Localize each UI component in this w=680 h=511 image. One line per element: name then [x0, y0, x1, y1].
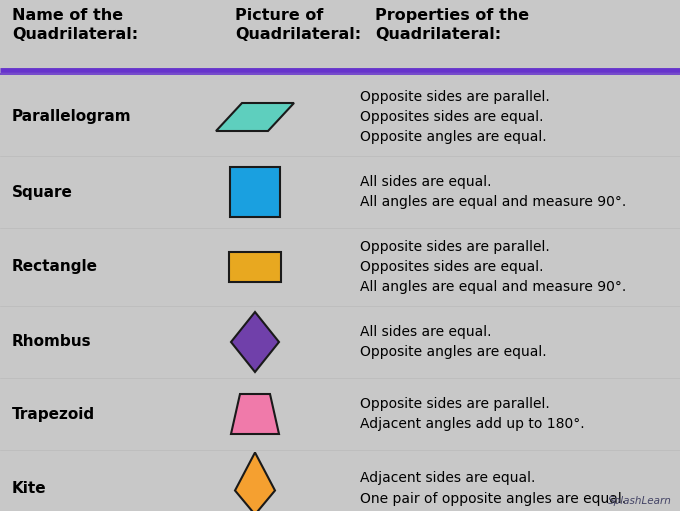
- Polygon shape: [231, 312, 279, 372]
- Text: Opposite sides are parallel.
Opposites sides are equal.
Opposite angles are equa: Opposite sides are parallel. Opposites s…: [360, 90, 549, 144]
- Text: Name of the
Quadrilateral:: Name of the Quadrilateral:: [12, 8, 138, 41]
- Text: Rectangle: Rectangle: [12, 260, 98, 274]
- Text: Adjacent sides are equal.
One pair of opposite angles are equal.: Adjacent sides are equal. One pair of op…: [360, 472, 626, 505]
- Polygon shape: [235, 453, 275, 511]
- Text: Opposite sides are parallel.
Adjacent angles add up to 180°.: Opposite sides are parallel. Adjacent an…: [360, 397, 585, 431]
- Polygon shape: [231, 394, 279, 434]
- Bar: [230, 167, 280, 217]
- Bar: [229, 252, 281, 282]
- Text: Picture of
Quadrilateral:: Picture of Quadrilateral:: [235, 8, 361, 41]
- Text: Kite: Kite: [12, 481, 47, 496]
- Polygon shape: [216, 103, 294, 131]
- Text: Properties of the
Quadrilateral:: Properties of the Quadrilateral:: [375, 8, 529, 41]
- Text: Parallelogram: Parallelogram: [12, 109, 132, 125]
- Text: SplashLearn: SplashLearn: [608, 496, 672, 506]
- Text: Trapezoid: Trapezoid: [12, 406, 95, 422]
- Text: Rhombus: Rhombus: [12, 335, 92, 350]
- Text: Square: Square: [12, 184, 73, 199]
- Text: All sides are equal.
Opposite angles are equal.: All sides are equal. Opposite angles are…: [360, 325, 547, 359]
- Text: All sides are equal.
All angles are equal and measure 90°.: All sides are equal. All angles are equa…: [360, 175, 626, 209]
- Text: Opposite sides are parallel.
Opposites sides are equal.
All angles are equal and: Opposite sides are parallel. Opposites s…: [360, 240, 626, 294]
